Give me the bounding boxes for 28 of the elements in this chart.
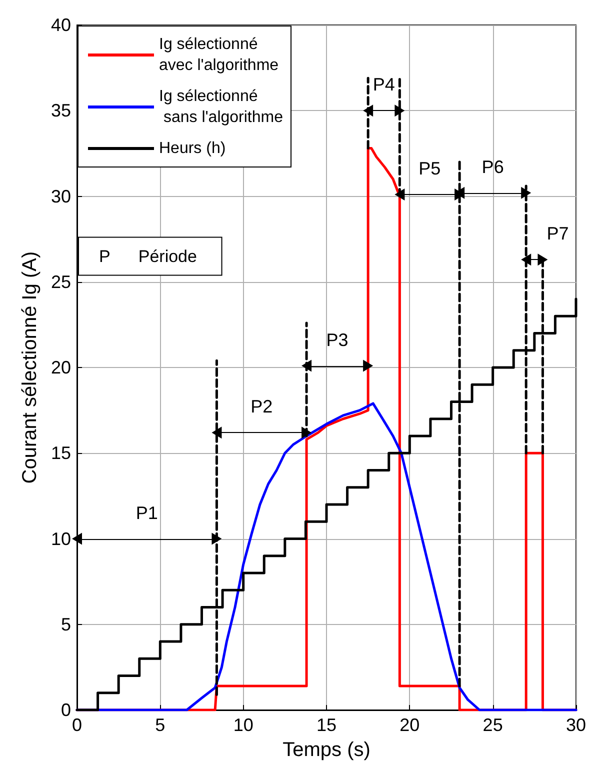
y-tick-label: 20 <box>50 358 71 378</box>
x-tick-label: 15 <box>316 715 337 735</box>
annotation: P5 <box>418 158 441 179</box>
annotation: P7 <box>546 224 569 244</box>
y-tick-label: 25 <box>50 272 71 292</box>
y-tick-label: 15 <box>50 443 71 464</box>
y-tick-label: 0 <box>60 700 71 720</box>
annotation: P1 <box>136 502 158 523</box>
y-axis-title: Courant sélectionné Ig (A) <box>19 251 42 484</box>
x-tick-label: 30 <box>566 715 586 735</box>
y-tick-label: 10 <box>50 528 71 549</box>
annotation: P Période <box>99 246 197 266</box>
x-tick-label: 5 <box>155 715 166 735</box>
x-axis-title: Temps (s) <box>282 739 370 761</box>
annotation: P4 <box>372 74 395 95</box>
y-tick-label: 5 <box>60 614 71 634</box>
y-tick-label: 40 <box>50 15 71 35</box>
legend-label: Heurs (h) <box>159 140 226 157</box>
legend-label: Ig sélectionné avec l'algorithme <box>159 36 279 74</box>
x-tick-label: 25 <box>482 715 503 735</box>
y-tick-label: 35 <box>50 100 71 121</box>
annotation: P3 <box>326 330 348 350</box>
x-tick-label: 20 <box>400 715 420 735</box>
annotation: P6 <box>482 156 504 177</box>
y-tick-label: 30 <box>50 186 71 206</box>
annotation: P2 <box>250 396 273 417</box>
x-tick-label: 10 <box>233 715 254 735</box>
legend-label: Ig sélectionné sans l'algorithme <box>159 88 284 126</box>
